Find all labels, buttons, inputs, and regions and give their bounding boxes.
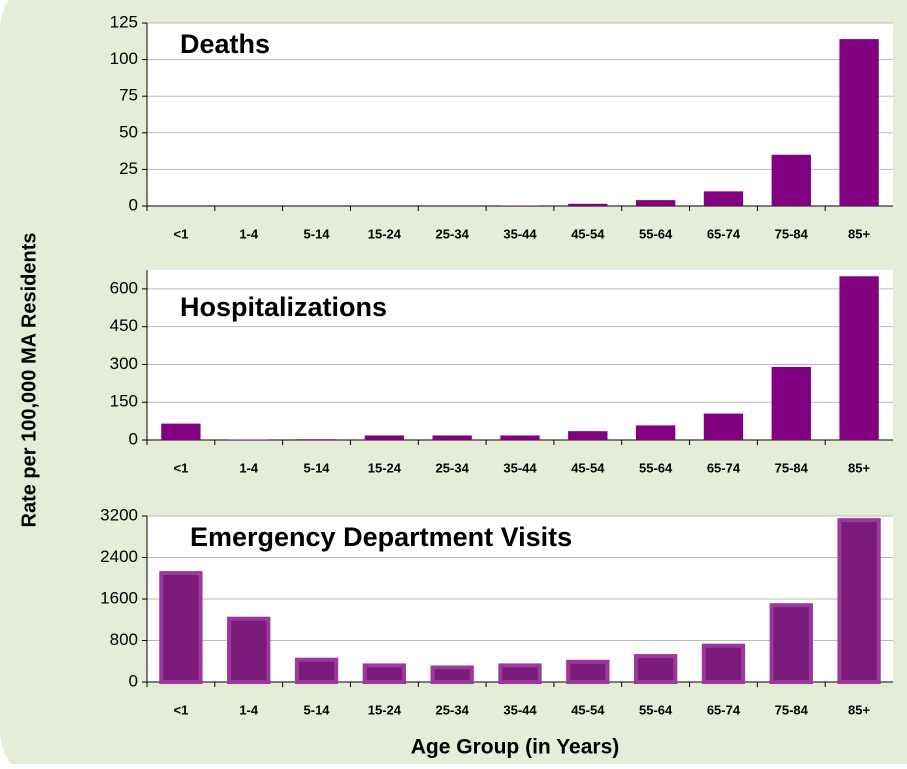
bar <box>839 39 878 206</box>
x-tick-label: 25-34 <box>436 460 470 475</box>
bar <box>636 425 675 440</box>
bar <box>161 573 200 682</box>
y-tick-label: 50 <box>119 122 138 141</box>
bar <box>839 520 878 682</box>
bar <box>433 435 472 440</box>
y-tick-label: 75 <box>119 86 138 105</box>
y-tick-label: 125 <box>110 12 138 31</box>
x-tick-label: 45-54 <box>571 460 605 475</box>
x-tick-label: 75-84 <box>775 702 809 717</box>
y-tick-label: 150 <box>110 392 138 411</box>
chart-title: Hospitalizations <box>180 292 387 322</box>
bar <box>161 424 200 440</box>
x-tick-label: 25-34 <box>436 226 470 241</box>
x-tick-label: 75-84 <box>775 226 809 241</box>
x-tick-label: 25-34 <box>436 702 470 717</box>
x-tick-label: 1-4 <box>239 226 259 241</box>
bar <box>229 439 268 440</box>
bar <box>772 367 811 440</box>
x-tick-label: 1-4 <box>239 460 259 475</box>
bar <box>229 619 268 682</box>
y-tick-label: 100 <box>110 49 138 68</box>
y-axis-label: Rate per 100,000 MA Residents <box>18 233 40 528</box>
bar <box>704 414 743 440</box>
y-tick-label: 2400 <box>100 547 138 566</box>
x-tick-label: 35-44 <box>503 460 537 475</box>
x-tick-label: 65-74 <box>707 226 741 241</box>
x-tick-label: 15-24 <box>368 460 402 475</box>
x-tick-label: 65-74 <box>707 702 741 717</box>
y-tick-label: 450 <box>110 316 138 335</box>
y-tick-label: 3200 <box>100 505 138 524</box>
bar <box>704 191 743 206</box>
x-tick-label: 5-14 <box>304 460 331 475</box>
x-tick-label: 5-14 <box>304 702 331 717</box>
bar <box>365 435 404 440</box>
chart-title: Deaths <box>180 29 270 59</box>
y-tick-label: 1600 <box>100 588 138 607</box>
bar <box>636 200 675 206</box>
x-tick-label: 5-14 <box>304 226 331 241</box>
bar <box>772 155 811 206</box>
y-tick-label: 800 <box>110 630 138 649</box>
y-tick-label: 600 <box>110 278 138 297</box>
bar <box>297 660 336 682</box>
y-tick-label: 0 <box>129 195 138 214</box>
x-tick-label: 55-64 <box>639 460 673 475</box>
x-tick-label: 55-64 <box>639 226 673 241</box>
bar <box>568 204 607 206</box>
x-tick-label: <1 <box>173 702 188 717</box>
x-tick-label: 15-24 <box>368 702 402 717</box>
bar <box>568 662 607 682</box>
x-tick-label: 75-84 <box>775 460 809 475</box>
bar <box>568 431 607 440</box>
x-tick-label: 85+ <box>848 702 870 717</box>
bar <box>704 646 743 682</box>
x-tick-label: 15-24 <box>368 226 402 241</box>
y-tick-label: 0 <box>129 429 138 448</box>
x-tick-label: 35-44 <box>503 226 537 241</box>
x-tick-label: 85+ <box>848 226 870 241</box>
bar <box>433 667 472 682</box>
x-tick-label: 55-64 <box>639 702 673 717</box>
x-tick-label: 85+ <box>848 460 870 475</box>
bar <box>772 605 811 682</box>
y-tick-label: 0 <box>129 671 138 690</box>
x-axis-label: Age Group (in Years) <box>411 736 620 759</box>
y-tick-label: 25 <box>119 159 138 178</box>
y-tick-label: 300 <box>110 354 138 373</box>
bar <box>365 665 404 682</box>
bar <box>636 656 675 682</box>
chart-title: Emergency Department Visits <box>190 522 572 552</box>
x-tick-label: <1 <box>173 460 188 475</box>
bar <box>500 665 539 682</box>
x-tick-label: <1 <box>173 226 188 241</box>
x-tick-label: 65-74 <box>707 460 741 475</box>
bar <box>297 439 336 440</box>
bar <box>500 435 539 440</box>
x-tick-label: 45-54 <box>571 226 605 241</box>
x-tick-label: 45-54 <box>571 702 605 717</box>
x-tick-label: 1-4 <box>239 702 259 717</box>
x-tick-label: 35-44 <box>503 702 537 717</box>
bar <box>839 276 878 440</box>
